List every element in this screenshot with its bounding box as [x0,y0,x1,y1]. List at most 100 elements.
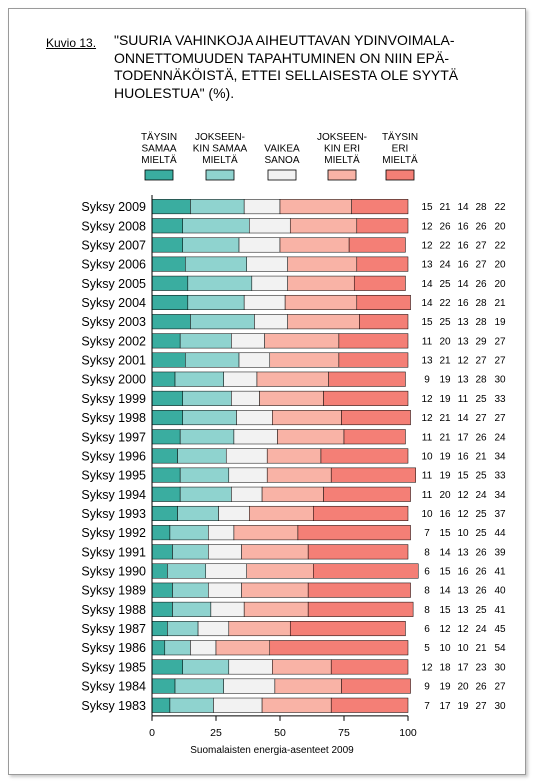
data-label: 13 [421,356,433,367]
bar-segment [264,333,340,349]
bar-segment [259,390,324,406]
category-label: Syksy 1994 [81,488,146,502]
legend-label: VAIKEA SANOA [264,144,300,167]
data-label: 33 [494,471,506,482]
bar-segment [359,314,409,330]
bar-segment [330,467,416,483]
bar-segment [313,563,419,579]
category-label: Syksy 1991 [81,545,146,559]
bar-segment [261,697,332,713]
bar-segment [151,333,181,349]
data-label: 12 [457,490,469,501]
bar-segment [151,429,181,445]
data-label: 20 [494,221,506,232]
data-label: 20 [494,279,506,290]
data-label: 10 [457,528,469,539]
data-label: 14 [457,279,469,290]
bar-segment [182,390,232,406]
data-label: 22 [494,240,506,251]
bar-segment [223,678,276,694]
data-label: 30 [494,701,506,712]
bar-segment [177,505,219,521]
data-label: 17 [439,701,451,712]
category-label: Syksy 2003 [81,315,146,329]
bar-segment [208,582,242,598]
bar-segment [151,371,176,387]
bar-segment [177,448,227,464]
bar-segment [330,697,409,713]
data-label: 14 [439,547,451,558]
bar-segment [272,659,332,675]
data-label: 24 [475,490,487,501]
category-label: Syksy 1986 [81,641,146,655]
data-label: 33 [494,394,506,405]
bar-segment [174,371,224,387]
bar-segment [182,237,240,253]
bar-segment [151,601,173,617]
data-label: 30 [494,662,506,673]
data-label: 22 [494,202,506,213]
bar-segment [151,467,181,483]
data-label: 10 [439,643,451,654]
data-label: 24 [439,260,451,271]
bar-segment [238,237,281,253]
bar-segment [174,678,224,694]
legend-label: TÄYSIN ERI MIELTÄ [382,131,418,166]
data-label: 28 [475,375,487,386]
figure-label: Kuvio 13. [46,36,97,50]
bar-segment [251,275,288,291]
bar-segment [208,544,242,560]
bar-segment [313,505,409,521]
bar-segment [179,467,230,483]
bar-segment [179,429,235,445]
data-label: 17 [457,662,469,673]
data-label: 13 [457,586,469,597]
category-label: Syksy 1989 [81,584,146,598]
data-label: 8 [424,547,430,558]
data-label: 20 [439,336,451,347]
data-label: 21 [494,298,506,309]
bar-segment [241,544,309,560]
category-label: Syksy 2006 [81,258,146,272]
bar-segment [172,582,209,598]
data-label: 27 [475,240,487,251]
bar-segment [249,505,314,521]
bar-segment [151,505,178,521]
bar-segment [241,582,309,598]
bar-segment [243,601,309,617]
source-caption: Suomalaisten energia-asenteet 2009 [190,745,354,756]
data-label: 37 [494,509,506,520]
data-label: 25 [439,317,451,328]
category-label: Syksy 1999 [81,392,146,406]
data-label: 10 [457,643,469,654]
bar-segment [274,678,342,694]
data-label: 10 [421,509,433,520]
data-label: 15 [439,567,451,578]
data-label: 15 [439,528,451,539]
bar-segment [243,199,281,215]
data-label: 26 [475,547,487,558]
category-label: Syksy 1993 [81,507,146,521]
data-label: 12 [457,356,469,367]
category-label: Syksy 2000 [81,373,146,387]
bar-segment [356,256,409,272]
bar-segment [169,697,214,713]
bar-segment [266,467,332,483]
bar-segment [151,448,178,464]
bar-segment [320,448,409,464]
data-label: 13 [457,547,469,558]
bar-segment [356,294,411,310]
data-label: 44 [494,528,506,539]
bar-segment [190,314,255,330]
data-label: 16 [439,509,451,520]
data-label: 21 [475,643,487,654]
bar-segment [330,659,409,675]
bar-segment [238,352,271,368]
data-label: 6 [424,567,430,578]
legend-label: TÄYSIN SAMAA MIELTÄ [141,131,177,166]
legend-swatch [267,169,297,181]
bar-segment [338,333,409,349]
category-label: Syksy 2009 [81,200,146,214]
data-label: 19 [439,451,451,462]
